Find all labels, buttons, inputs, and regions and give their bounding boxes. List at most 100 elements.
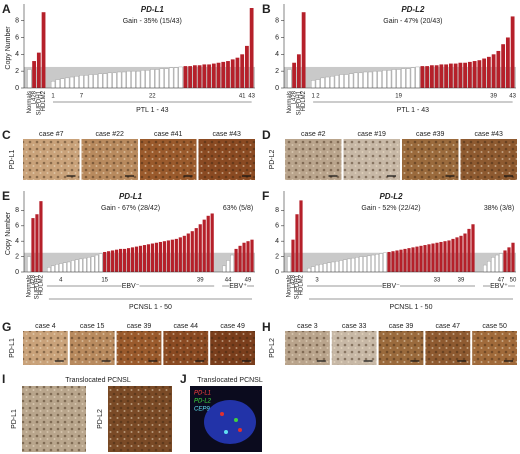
bar (50, 81, 56, 89)
case-tick-label: 1 (311, 94, 315, 100)
group-subtitle: 63% (5/8) (223, 205, 253, 212)
bar (382, 70, 387, 89)
control-label: HDLM2 (301, 90, 307, 111)
group-label: EBV⁺ (490, 283, 508, 290)
bar (501, 44, 506, 88)
bar (170, 239, 174, 272)
bar (375, 254, 379, 273)
side-label: PD-L1 (11, 409, 18, 429)
bar (131, 70, 136, 89)
case-tick-label: 49 (245, 278, 252, 284)
bar (122, 248, 127, 272)
case-label: case 15 (80, 323, 105, 330)
case-label: case 4 (35, 323, 56, 330)
bar (443, 241, 447, 272)
bar (230, 59, 235, 88)
case-label: case #43 (213, 131, 242, 138)
bar (363, 71, 368, 89)
control-label: Normals (27, 275, 33, 297)
bar (190, 231, 194, 272)
case-label: case #41 (154, 131, 183, 138)
case-tick-label: 22 (149, 94, 156, 100)
bar (358, 72, 363, 89)
bar (107, 251, 111, 272)
bar (154, 242, 159, 272)
micrograph-texture (210, 331, 255, 365)
bar (407, 248, 411, 272)
bar (287, 256, 291, 273)
bar (379, 253, 383, 273)
bar (427, 244, 431, 272)
bar (221, 61, 226, 88)
bar (197, 65, 202, 88)
bar (134, 246, 139, 272)
bar (118, 248, 123, 272)
y-tick-label: 0 (15, 269, 19, 276)
bar (79, 75, 84, 89)
bar (311, 80, 316, 89)
bar (182, 235, 186, 272)
group-label: EBV⁻ (382, 283, 400, 290)
micrograph-texture (116, 331, 162, 365)
micrograph-texture (81, 139, 138, 180)
panel-letter: J (180, 372, 187, 386)
probe-label: PD-L1 (194, 391, 211, 397)
chart-title: PD-L1 (119, 192, 143, 201)
bar (103, 251, 107, 272)
bar (471, 224, 475, 272)
bar (453, 63, 458, 88)
bar (112, 72, 117, 89)
control-label: HDLM2 (39, 274, 45, 295)
bar (136, 70, 141, 89)
panel-title: Translocated PCNSL (197, 377, 263, 384)
micrograph-texture (69, 331, 115, 365)
bar (403, 248, 407, 272)
fish-signal (220, 412, 224, 416)
panel-letter: A (2, 2, 11, 16)
bar (211, 63, 216, 88)
micrograph-texture (472, 331, 517, 365)
bar (188, 66, 193, 88)
bar (166, 240, 170, 272)
x-axis-label: PTL 1 - 43 (397, 107, 430, 114)
case-tick-label: 50 (510, 278, 517, 284)
control-label: SUPDH1 (36, 90, 42, 115)
bar (401, 68, 406, 89)
probe-label: CEP9 (194, 407, 210, 413)
bar (444, 64, 449, 88)
group-label: EBV⁺ (229, 283, 247, 290)
bar (249, 8, 254, 88)
bar (363, 256, 367, 273)
bar (84, 75, 89, 89)
bar (503, 250, 507, 272)
bar (183, 66, 188, 88)
bar (142, 245, 147, 272)
bar (507, 247, 511, 272)
bar (311, 266, 315, 273)
case-label: case #39 (416, 131, 445, 138)
fish-signal (238, 428, 242, 432)
chart-subtitle: Gain - 35% (15/43) (123, 18, 182, 25)
bar (240, 54, 245, 88)
group-label-bg (121, 282, 140, 290)
group-label-bg (382, 282, 400, 290)
chart-subtitle: Gain - 67% (28/42) (101, 205, 160, 212)
bar (154, 69, 160, 89)
bar (287, 69, 292, 89)
control-label: L428 (31, 274, 37, 288)
case-tick-label: 47 (498, 278, 505, 284)
bar (107, 72, 112, 89)
bar (82, 257, 87, 273)
side-label: PD-L2 (269, 149, 276, 169)
case-tick-label: 1 (51, 94, 55, 100)
bar (496, 50, 501, 88)
bar (126, 248, 131, 272)
bar (323, 263, 327, 273)
control-label: Normals (287, 91, 293, 113)
micrograph-texture (108, 386, 172, 452)
bar (331, 261, 335, 273)
panel-letter: I (2, 372, 5, 386)
bar (27, 69, 32, 89)
bar (230, 254, 234, 273)
micrograph-texture (23, 139, 80, 180)
